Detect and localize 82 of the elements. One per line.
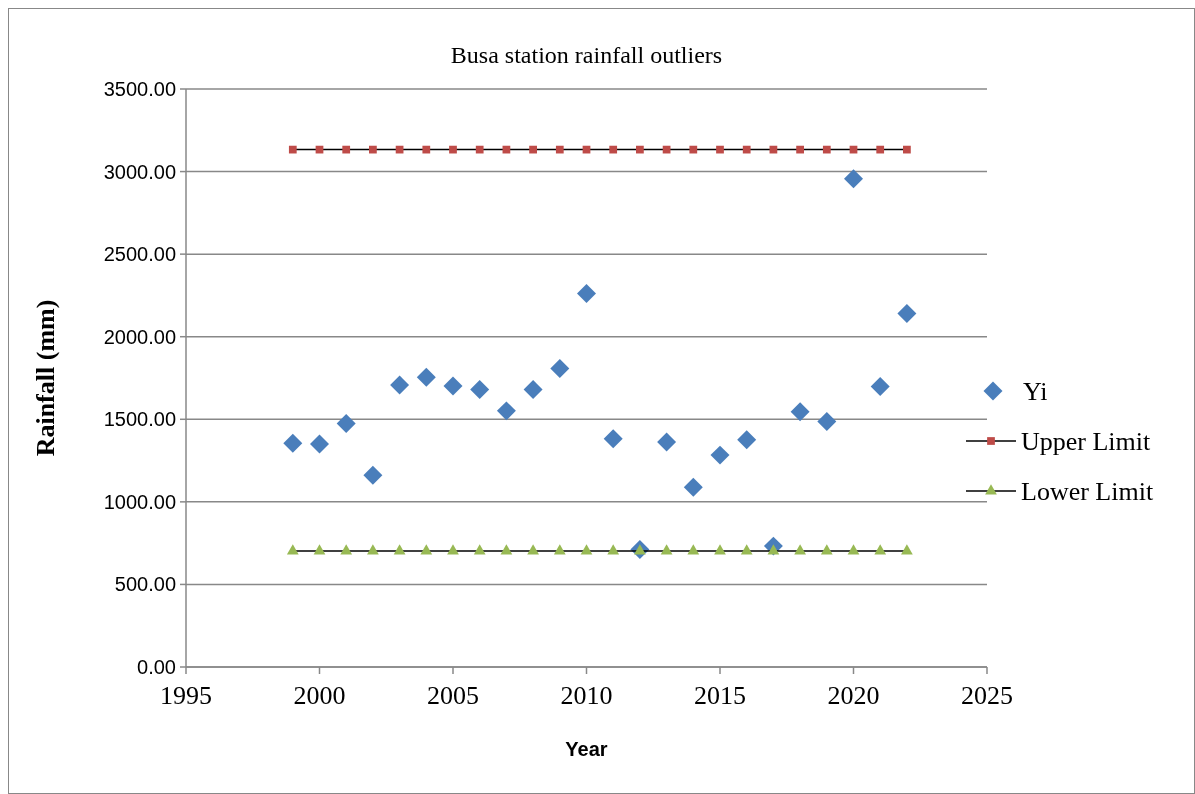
point	[288, 145, 297, 154]
chart-title: Busa station rainfall outliers	[450, 42, 723, 68]
y-tick-label: 1500.00	[103, 408, 176, 431]
x-tick-label: 2000	[293, 681, 346, 710]
point	[496, 401, 516, 421]
point	[603, 429, 623, 449]
point	[870, 376, 890, 396]
point	[420, 544, 433, 555]
y-tick-label: 2500.00	[103, 243, 176, 266]
point	[901, 544, 913, 555]
point	[550, 359, 570, 379]
point	[794, 544, 806, 555]
x-tick-label: 2005	[427, 681, 479, 710]
point	[363, 465, 383, 485]
point	[473, 544, 486, 555]
point	[660, 544, 673, 555]
point	[607, 544, 620, 555]
legend-label: Lower Limit	[1021, 477, 1154, 507]
point	[636, 145, 644, 154]
point	[820, 544, 833, 555]
point	[523, 380, 543, 400]
point	[555, 145, 564, 154]
y-tick-label: 3000.00	[103, 160, 176, 183]
point	[740, 544, 753, 555]
y-tick-label: 2000.00	[103, 325, 176, 348]
point	[470, 380, 490, 400]
point	[714, 544, 726, 555]
point	[689, 145, 698, 154]
point	[422, 145, 431, 154]
point	[876, 145, 885, 154]
x-tick-label: 1995	[160, 681, 212, 710]
point	[310, 434, 329, 454]
point	[286, 544, 299, 555]
point	[527, 544, 539, 555]
point	[822, 145, 831, 154]
point	[367, 544, 379, 555]
point	[903, 145, 911, 154]
x-tick-label: 2010	[560, 681, 613, 710]
point	[416, 367, 436, 387]
point	[683, 477, 703, 497]
point	[796, 145, 804, 154]
x-axis-title: Year	[565, 738, 608, 760]
point	[580, 544, 593, 555]
point	[336, 413, 356, 433]
x-tick-label: 2015	[694, 681, 746, 710]
point	[657, 432, 677, 452]
point	[393, 544, 406, 555]
point	[449, 145, 457, 154]
point	[443, 376, 463, 396]
point	[844, 169, 863, 189]
point	[687, 544, 700, 555]
point	[609, 145, 618, 154]
point	[553, 544, 566, 555]
y-tick-label: 1000.00	[103, 490, 176, 513]
point	[313, 544, 326, 555]
point	[897, 304, 917, 324]
y-tick-label: 3500.00	[103, 78, 176, 100]
point	[340, 544, 353, 555]
point	[577, 283, 596, 303]
point	[342, 145, 351, 154]
y-axis-title: Rainfall (mm)	[31, 299, 60, 457]
point	[529, 145, 537, 154]
point	[447, 544, 459, 555]
point	[369, 145, 377, 154]
legend-label: Upper Limit	[1021, 427, 1152, 457]
point	[737, 430, 757, 450]
point	[742, 145, 751, 154]
point	[710, 445, 730, 465]
point	[475, 145, 484, 154]
point	[390, 375, 410, 395]
point	[847, 544, 860, 555]
point	[283, 433, 303, 453]
y-tick-label: 500.00	[114, 573, 176, 596]
point	[790, 402, 810, 422]
point	[500, 544, 513, 555]
x-tick-label: 2025	[961, 681, 1013, 710]
x-tick-label: 2020	[827, 681, 880, 710]
point	[716, 145, 724, 154]
y-tick-label: 0.00	[137, 656, 176, 678]
legend-label: Yi	[1023, 377, 1048, 407]
point	[817, 412, 837, 432]
point	[874, 544, 887, 555]
